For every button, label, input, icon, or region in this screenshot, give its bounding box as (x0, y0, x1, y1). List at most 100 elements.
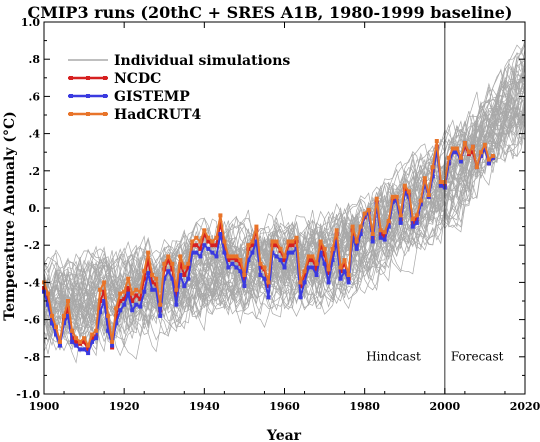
series-point-gistemp (334, 239, 339, 244)
series-point-gistemp (254, 239, 259, 244)
series-point-gistemp (126, 291, 131, 296)
series-point-ncdc (198, 246, 203, 251)
series-point-gistemp (210, 250, 215, 255)
series-point-ncdc (182, 273, 187, 277)
series-point-gistemp (130, 308, 135, 313)
series-point-gistemp (486, 161, 491, 166)
series-point-hadcrut4 (462, 140, 467, 145)
series-point-hadcrut4 (282, 254, 287, 259)
series-point-gistemp (186, 276, 191, 281)
series-point-hadcrut4 (354, 239, 359, 244)
series-point-gistemp (314, 273, 319, 277)
series-point-ncdc (202, 232, 207, 236)
series-point-ncdc (138, 297, 143, 302)
series-point-ncdc (150, 280, 155, 285)
series-point-hadcrut4 (454, 146, 459, 151)
y-tick-label: -.4 (24, 276, 40, 289)
series-point-ncdc (186, 265, 191, 270)
series-point-hadcrut4 (146, 250, 151, 255)
y-tick-label: .2 (29, 165, 40, 178)
x-tick-label: 2020 (510, 400, 540, 413)
series-point-ncdc (274, 243, 279, 248)
series-point-gistemp (178, 273, 183, 277)
series-point-hadcrut4 (430, 165, 435, 170)
series-point-ncdc (322, 252, 327, 257)
series-point-hadcrut4 (270, 239, 275, 244)
y-tick-label: 1.0 (21, 16, 40, 29)
series-point-gistemp (274, 254, 279, 259)
series-point-hadcrut4 (250, 239, 255, 244)
series-point-hadcrut4 (142, 269, 147, 274)
series-point-hadcrut4 (318, 239, 323, 244)
series-point-hadcrut4 (302, 269, 307, 274)
series-point-hadcrut4 (350, 224, 355, 229)
series-point-hadcrut4 (274, 239, 279, 244)
series-point-gistemp (286, 250, 291, 255)
series-point-hadcrut4 (182, 265, 187, 270)
series-point-hadcrut4 (138, 289, 143, 294)
series-point-gistemp (330, 258, 335, 263)
series-point-gistemp (46, 302, 50, 307)
series-point-hadcrut4 (338, 265, 343, 270)
y-tick-label: .8 (29, 53, 41, 66)
series-point-hadcrut4 (322, 246, 327, 251)
y-axis-label: Temperature Anomaly (°C) (2, 111, 18, 320)
series-point-hadcrut4 (54, 325, 58, 329)
series-point-ncdc (242, 276, 247, 281)
series-point-hadcrut4 (474, 165, 479, 170)
series-point-hadcrut4 (242, 273, 247, 277)
series-point-gistemp (146, 271, 151, 276)
series-point-ncdc (214, 243, 219, 248)
series-point-gistemp (458, 159, 463, 164)
series-point-gistemp (98, 310, 103, 315)
series-point-ncdc (234, 258, 239, 263)
series-point-ncdc (290, 243, 295, 248)
series-point-gistemp (318, 250, 323, 255)
series-point-hadcrut4 (490, 153, 495, 158)
series-point-hadcrut4 (162, 261, 167, 266)
legend-marker-ncdc (103, 76, 107, 80)
x-tick-label: 1900 (29, 400, 60, 413)
axes: 1900 1920 1940 1960 1980 2000 2020 -1.0 -.8 -.6 -.… (16, 16, 540, 413)
series-point-hadcrut4 (358, 224, 363, 229)
series-point-gistemp (354, 246, 359, 251)
series-point-hadcrut4 (226, 254, 231, 259)
series-point-gistemp (58, 343, 62, 348)
series-point-gistemp (270, 250, 275, 255)
series-point-gistemp (66, 313, 70, 318)
series-point-hadcrut4 (62, 313, 66, 318)
series-point-gistemp (142, 289, 147, 294)
series-point-hadcrut4 (230, 254, 235, 259)
series-point-ncdc (146, 258, 151, 263)
x-tick-label: 1940 (189, 400, 220, 413)
series-point-hadcrut4 (314, 261, 319, 266)
x-tick-label: 1980 (349, 400, 380, 413)
series-point-gistemp (134, 302, 139, 307)
series-point-hadcrut4 (94, 328, 99, 333)
series-point-hadcrut4 (246, 243, 251, 248)
series-point-hadcrut4 (330, 246, 335, 251)
series-point-ncdc (302, 273, 307, 277)
series-point-gistemp (266, 295, 271, 300)
series-point-hadcrut4 (406, 189, 411, 194)
series-point-gistemp (194, 250, 199, 255)
series-point-hadcrut4 (206, 235, 211, 240)
series-point-gistemp (306, 265, 311, 270)
series-point-gistemp (242, 284, 247, 289)
series-point-hadcrut4 (130, 291, 135, 296)
series-point-gistemp (438, 183, 443, 188)
series-point-ncdc (226, 258, 231, 263)
series-point-hadcrut4 (134, 287, 139, 292)
series-point-gistemp (50, 321, 54, 326)
series-point-gistemp (450, 150, 455, 155)
series-point-hadcrut4 (170, 261, 175, 266)
series-point-gistemp (118, 308, 123, 313)
series-point-gistemp (302, 280, 307, 285)
series-point-gistemp (122, 302, 127, 307)
series-point-gistemp (238, 269, 243, 274)
series-point-hadcrut4 (294, 235, 299, 240)
series-point-hadcrut4 (254, 224, 259, 229)
series-point-hadcrut4 (386, 219, 391, 223)
legend-marker-hadcrut4 (86, 112, 90, 116)
legend-marker-ncdc (86, 76, 90, 80)
